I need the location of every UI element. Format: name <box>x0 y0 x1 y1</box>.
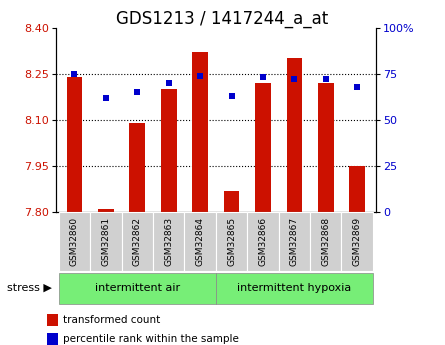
Text: GSM32862: GSM32862 <box>133 217 142 266</box>
Text: GSM32867: GSM32867 <box>290 217 299 266</box>
Text: GSM32869: GSM32869 <box>353 217 362 266</box>
Bar <box>129 123 145 212</box>
Text: GSM32865: GSM32865 <box>227 217 236 266</box>
Bar <box>318 83 334 212</box>
Text: GSM32860: GSM32860 <box>70 217 79 266</box>
Text: transformed count: transformed count <box>63 315 160 325</box>
Point <box>102 95 109 100</box>
Bar <box>59 212 90 271</box>
Text: GSM32863: GSM32863 <box>164 217 173 266</box>
Bar <box>121 212 153 271</box>
Bar <box>349 166 365 212</box>
Bar <box>184 212 216 271</box>
Text: stress ▶: stress ▶ <box>7 283 52 293</box>
Point <box>354 84 361 89</box>
Bar <box>153 212 184 271</box>
Bar <box>67 77 82 212</box>
Text: GDS1213 / 1417244_a_at: GDS1213 / 1417244_a_at <box>117 10 328 28</box>
Text: GSM32866: GSM32866 <box>259 217 267 266</box>
Bar <box>247 212 279 271</box>
Bar <box>255 83 271 212</box>
Bar <box>98 209 114 212</box>
Bar <box>341 212 373 271</box>
Point <box>322 77 329 82</box>
Bar <box>192 52 208 212</box>
Point <box>165 80 172 86</box>
Bar <box>216 212 247 271</box>
Text: GSM32864: GSM32864 <box>196 217 205 266</box>
Point <box>197 73 204 78</box>
Bar <box>216 273 373 304</box>
Bar <box>279 212 310 271</box>
Bar <box>59 273 216 304</box>
Bar <box>224 191 239 212</box>
Point <box>228 93 235 99</box>
Point <box>259 75 267 80</box>
Text: percentile rank within the sample: percentile rank within the sample <box>63 334 239 344</box>
Point <box>134 89 141 95</box>
Bar <box>287 58 302 212</box>
Text: GSM32868: GSM32868 <box>321 217 330 266</box>
Bar <box>47 333 58 345</box>
Bar <box>161 89 177 212</box>
Point <box>291 77 298 82</box>
Bar <box>90 212 121 271</box>
Text: intermittent air: intermittent air <box>95 283 180 293</box>
Text: intermittent hypoxia: intermittent hypoxia <box>237 283 352 293</box>
Text: GSM32861: GSM32861 <box>101 217 110 266</box>
Bar <box>47 315 58 326</box>
Point <box>71 71 78 77</box>
Bar <box>310 212 341 271</box>
